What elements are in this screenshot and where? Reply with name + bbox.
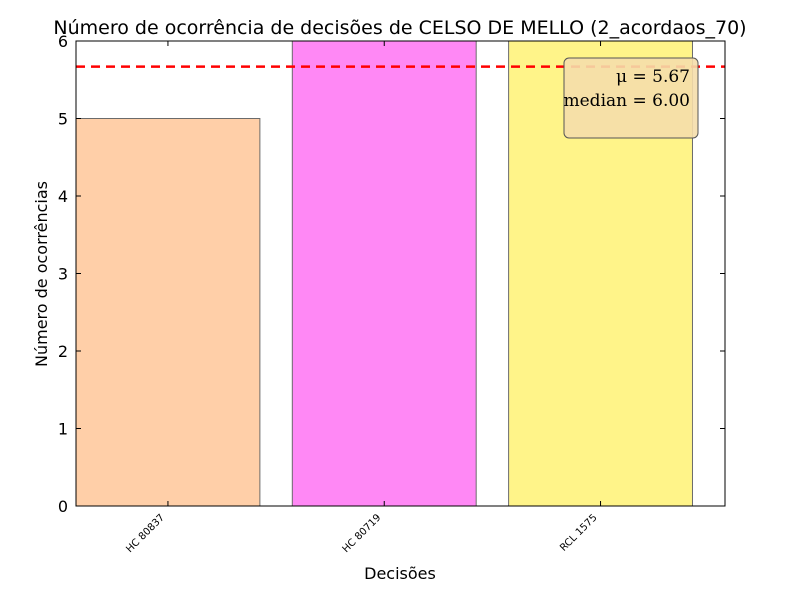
y-tick-label: 4 [58,187,68,206]
x-tick-label: RCL 1575 [558,512,599,553]
y-axis-label: Número de ocorrências [32,181,51,367]
y-tick-label: 2 [58,342,68,361]
x-tick-label: HC 80719 [341,512,384,555]
x-axis-label: Decisões [364,564,436,583]
bar-hc-80837 [75,118,261,507]
stats-box: μ = 5.67 median = 6.00 [563,57,699,139]
median-stat-label: median = 6.00 [564,91,691,111]
y-tick-label: 0 [58,497,68,516]
stats-box-background [563,57,699,139]
y-tick-label: 5 [58,110,68,129]
x-tick-label: HC 80837 [124,512,167,555]
chart-title: Número de ocorrência de decisões de CELS… [53,17,746,39]
y-tick-label: 6 [58,32,68,51]
y-tick-label: 1 [58,420,68,439]
bar-hc-80719 [291,40,477,507]
mean-stat-label: μ = 5.67 [616,67,690,87]
y-tick-label: 3 [58,265,68,284]
